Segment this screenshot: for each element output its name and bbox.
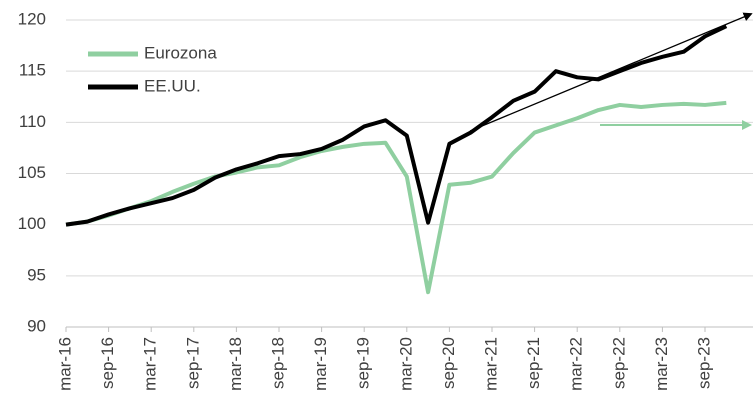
x-tick-label: mar-19 bbox=[311, 337, 330, 391]
series-line bbox=[65, 100, 727, 295]
x-tick-label: sep-16 bbox=[98, 337, 117, 389]
lines bbox=[65, 24, 728, 295]
x-tick-label: mar-23 bbox=[652, 337, 671, 391]
x-tick-label: sep-22 bbox=[609, 337, 628, 389]
x-tick-label: sep-17 bbox=[183, 337, 202, 389]
x-tick-label: sep-23 bbox=[694, 337, 713, 389]
y-tick-label: 105 bbox=[18, 163, 46, 182]
trend-arrow bbox=[469, 12, 753, 132]
x-tick-label: sep-21 bbox=[524, 337, 543, 389]
legend-label: Eurozona bbox=[144, 43, 217, 62]
grid bbox=[65, 19, 753, 332]
y-tick-label: 100 bbox=[18, 214, 46, 233]
y-tick-label: 95 bbox=[27, 265, 46, 284]
x-tick-label: mar-21 bbox=[481, 337, 500, 391]
x-tick-label: sep-18 bbox=[268, 337, 287, 389]
x-tick-label: mar-20 bbox=[396, 337, 415, 391]
legend-label: EE.UU. bbox=[144, 76, 201, 95]
x-tick-label: sep-20 bbox=[439, 337, 458, 389]
series-line bbox=[65, 24, 728, 227]
y-tick-label: 115 bbox=[19, 61, 46, 80]
y-tick-label: 110 bbox=[19, 112, 46, 131]
x-tick-label: mar-22 bbox=[567, 337, 586, 391]
labels: 90 95 100 105 110 115 120 mar-16 sep-16 mar-17 sep… bbox=[18, 9, 714, 390]
y-tick-label: 120 bbox=[18, 9, 46, 28]
x-tick-label: mar-16 bbox=[55, 337, 74, 391]
x-tick-label: mar-17 bbox=[141, 337, 160, 391]
y-tick-label: 90 bbox=[27, 316, 46, 335]
x-tick-label: sep-19 bbox=[354, 337, 373, 389]
x-tick-label: mar-18 bbox=[226, 337, 245, 391]
